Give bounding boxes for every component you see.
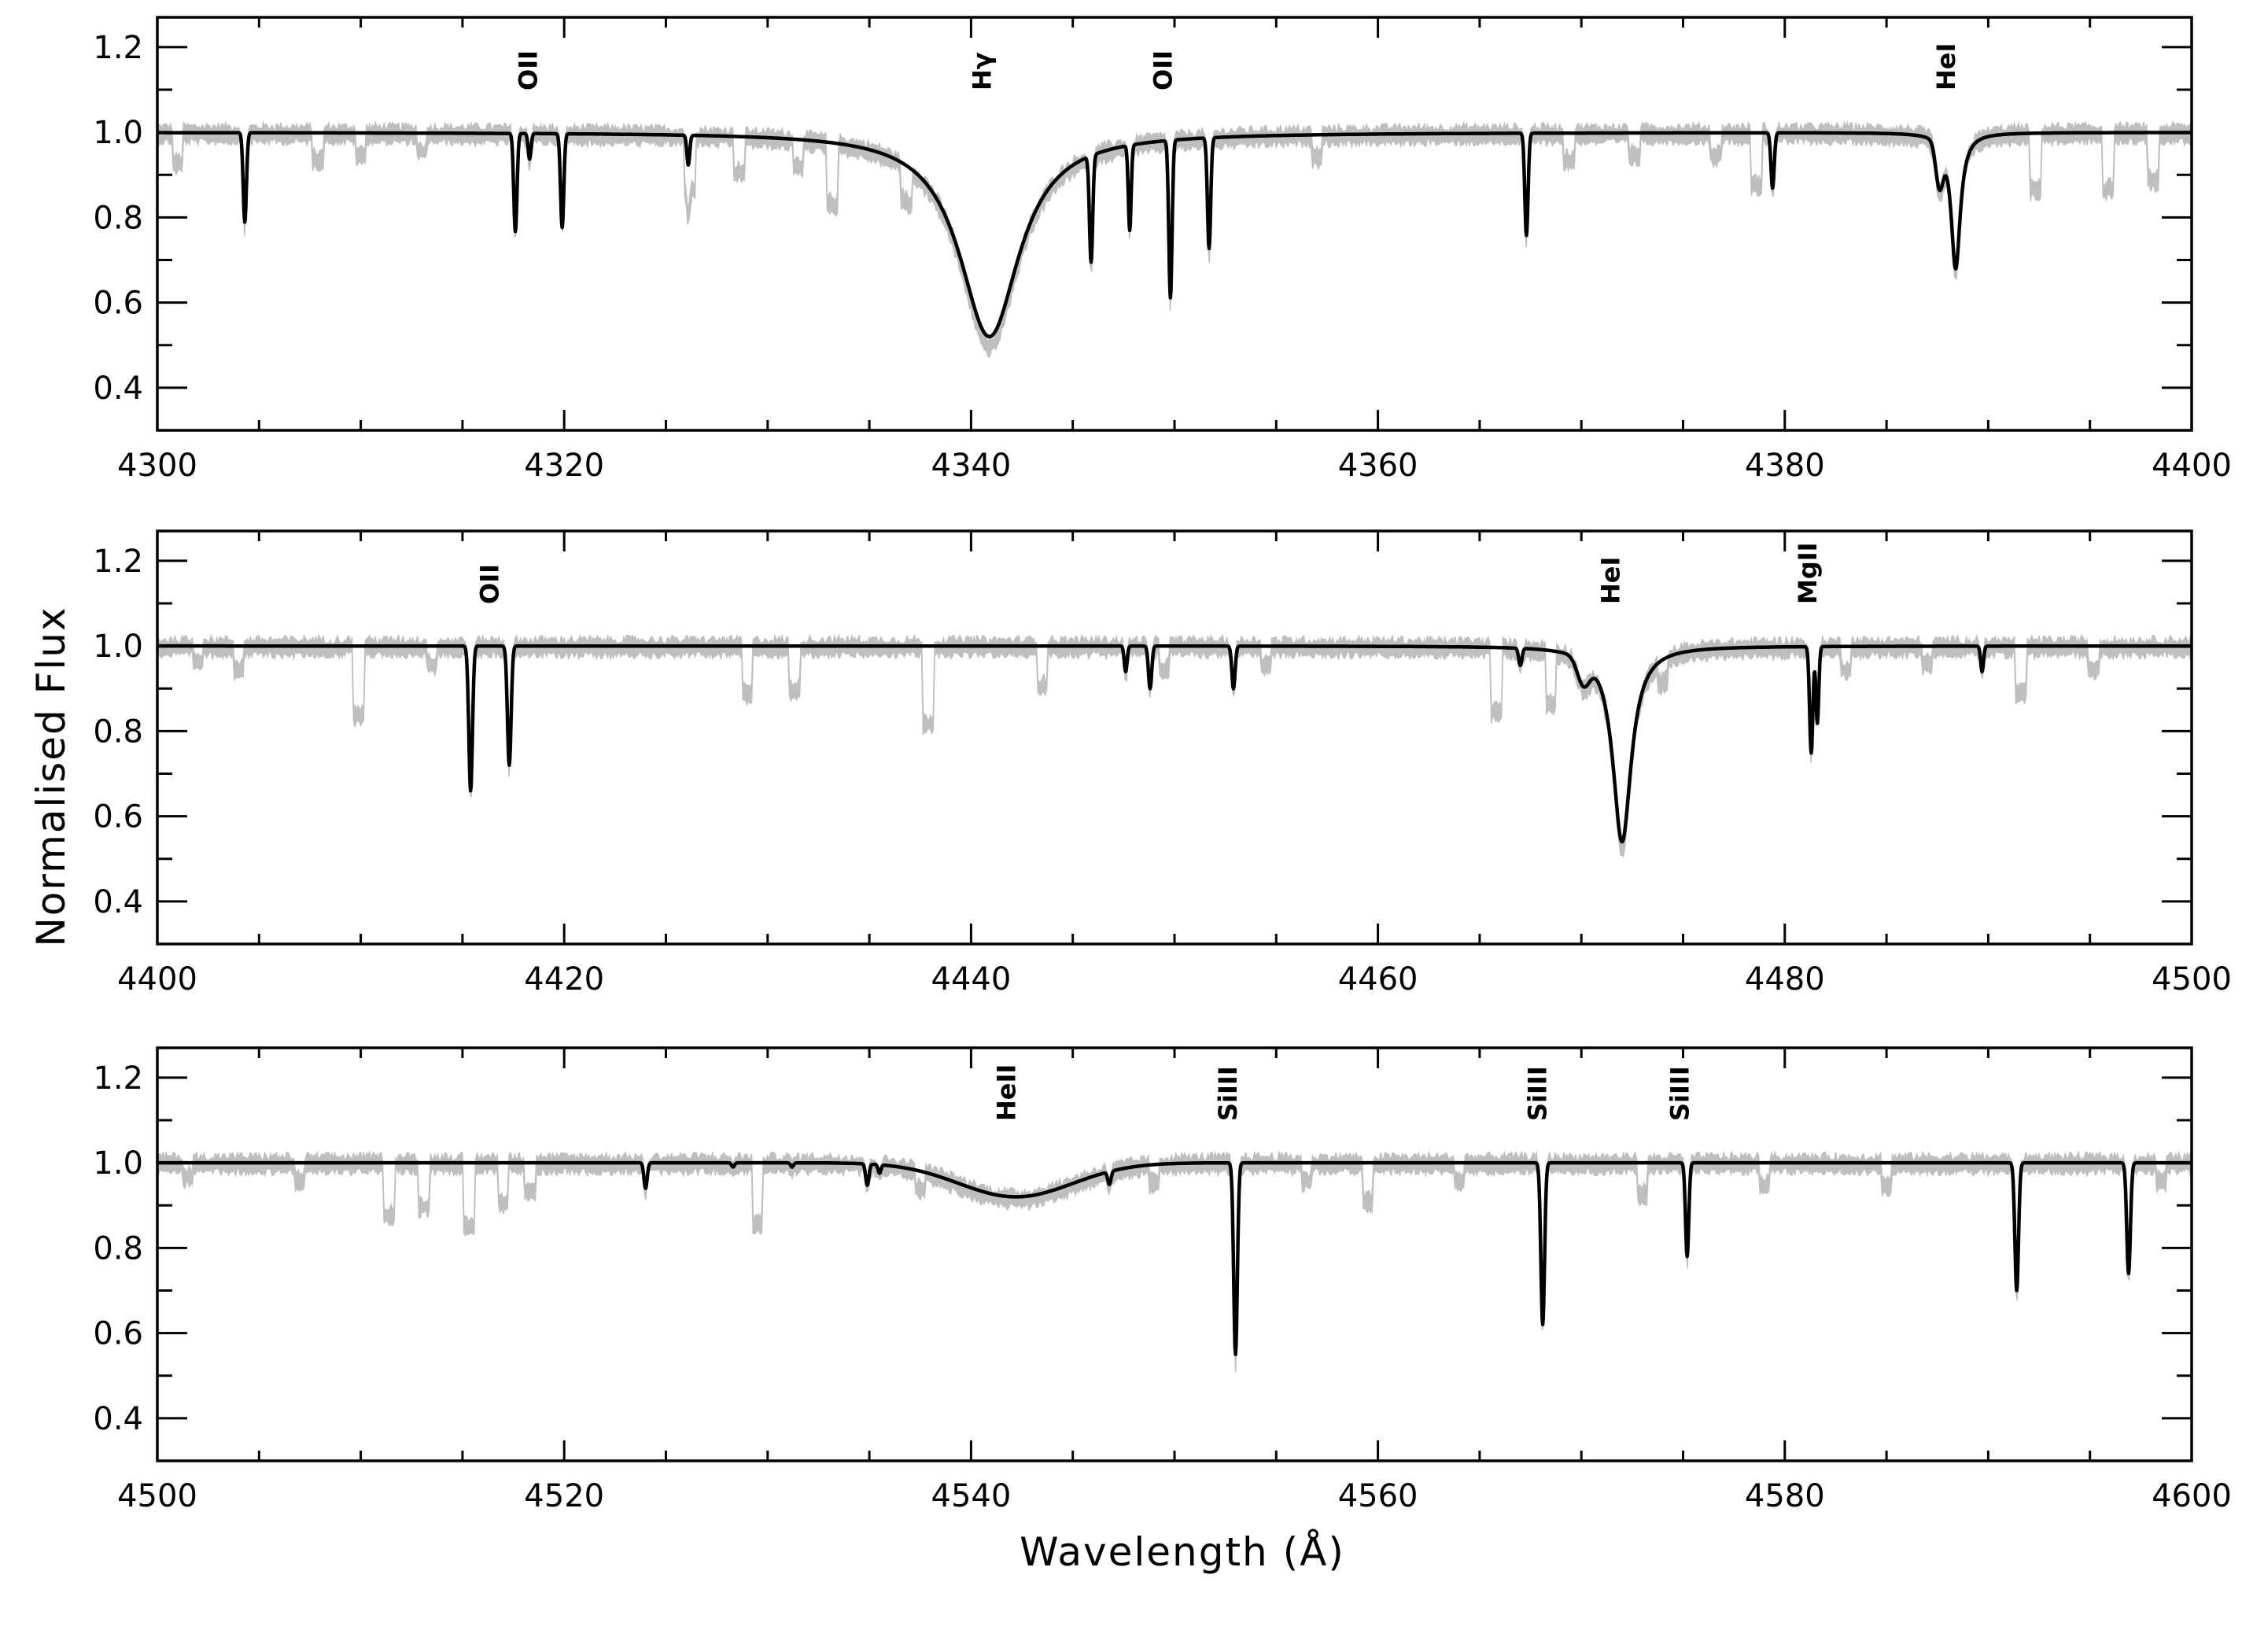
x-tick-label: 4560 <box>1338 1478 1418 1514</box>
observed-spectrum <box>157 1149 2192 1372</box>
y-tick-label: 1.0 <box>93 629 143 665</box>
x-tick-label: 4600 <box>2152 1478 2232 1514</box>
spectral-line-label: MgII <box>1793 542 1823 604</box>
x-tick-label: 4360 <box>1338 448 1418 484</box>
spectral-line-label: OII <box>475 564 505 604</box>
spectral-line-label: OII <box>1148 50 1178 90</box>
spectral-line-label: SiIII <box>1522 1066 1552 1121</box>
y-tick-label: 0.6 <box>93 1316 143 1352</box>
spectral-line-label: SiIII <box>1665 1066 1694 1121</box>
spectral-line-label: Hγ <box>967 52 997 90</box>
y-tick-label: 0.6 <box>93 286 143 322</box>
spectral-line-label: SiIII <box>1213 1066 1243 1121</box>
y-tick-label: 0.4 <box>93 1401 143 1437</box>
y-tick-label: 0.8 <box>93 714 143 750</box>
panels: 4300 4320 4340 4360 4380 4400 0.4 0.6 0.8 1.0 1.2 O… <box>93 16 2232 1514</box>
model-spectrum <box>157 131 2192 339</box>
x-tick-label: 4580 <box>1745 1478 1825 1514</box>
observed-spectrum <box>157 633 2192 857</box>
plot-frame <box>156 529 2193 946</box>
y-tick-label: 1.2 <box>93 1060 143 1097</box>
y-tick-label: 0.4 <box>93 884 143 920</box>
x-tick-label: 4460 <box>1338 961 1418 997</box>
x-tick-label: 4540 <box>931 1478 1012 1514</box>
y-tick-label: 0.8 <box>93 200 143 236</box>
plot-frame <box>156 1046 2193 1462</box>
observed-spectrum <box>157 120 2192 359</box>
y-tick-label: 0.6 <box>93 799 143 835</box>
x-tick-label: 4380 <box>1745 448 1825 484</box>
spectral-line-label: HeI <box>1931 43 1961 90</box>
y-tick-label: 1.0 <box>93 1145 143 1182</box>
spectral-line-label: OII <box>514 50 544 90</box>
spectral-line-label: HeI <box>1595 557 1625 604</box>
x-tick-label: 4400 <box>117 961 197 997</box>
x-tick-label: 4420 <box>524 961 604 997</box>
x-tick-label: 4440 <box>931 961 1012 997</box>
model-spectrum <box>157 643 2192 844</box>
y-axis-title: Normalised Flux <box>28 606 74 946</box>
x-axis-title: Wavelength (Å) <box>1020 1529 1345 1575</box>
y-tick-label: 0.8 <box>93 1230 143 1267</box>
y-tick-label: 1.0 <box>93 115 143 151</box>
model-spectrum <box>157 1160 2192 1356</box>
x-tick-label: 4520 <box>524 1478 604 1514</box>
y-tick-label: 0.4 <box>93 371 143 407</box>
panel-1: 4300 4320 4340 4360 4380 4400 0.4 0.6 0.8 1.0 1.2 O… <box>93 16 2232 484</box>
y-tick-label: 1.2 <box>93 544 143 580</box>
x-tick-label: 4500 <box>2152 961 2232 997</box>
spectral-line-label: HeII <box>991 1064 1021 1121</box>
x-tick-label: 4400 <box>2152 448 2232 484</box>
y-tick-label: 1.2 <box>93 30 143 66</box>
x-tick-label: 4300 <box>117 448 197 484</box>
x-tick-label: 4480 <box>1745 961 1825 997</box>
x-tick-label: 4340 <box>931 448 1012 484</box>
panel-3: 4500 4520 4540 4560 4580 4600 0.4 0.6 0.8 1.0 1.2 H… <box>93 1046 2232 1514</box>
x-tick-label: 4500 <box>117 1478 197 1514</box>
panel-2: 4400 4420 4440 4460 4480 4500 0.4 0.6 0.8 1.0 1.2 O… <box>93 529 2232 997</box>
x-tick-label: 4320 <box>524 448 604 484</box>
